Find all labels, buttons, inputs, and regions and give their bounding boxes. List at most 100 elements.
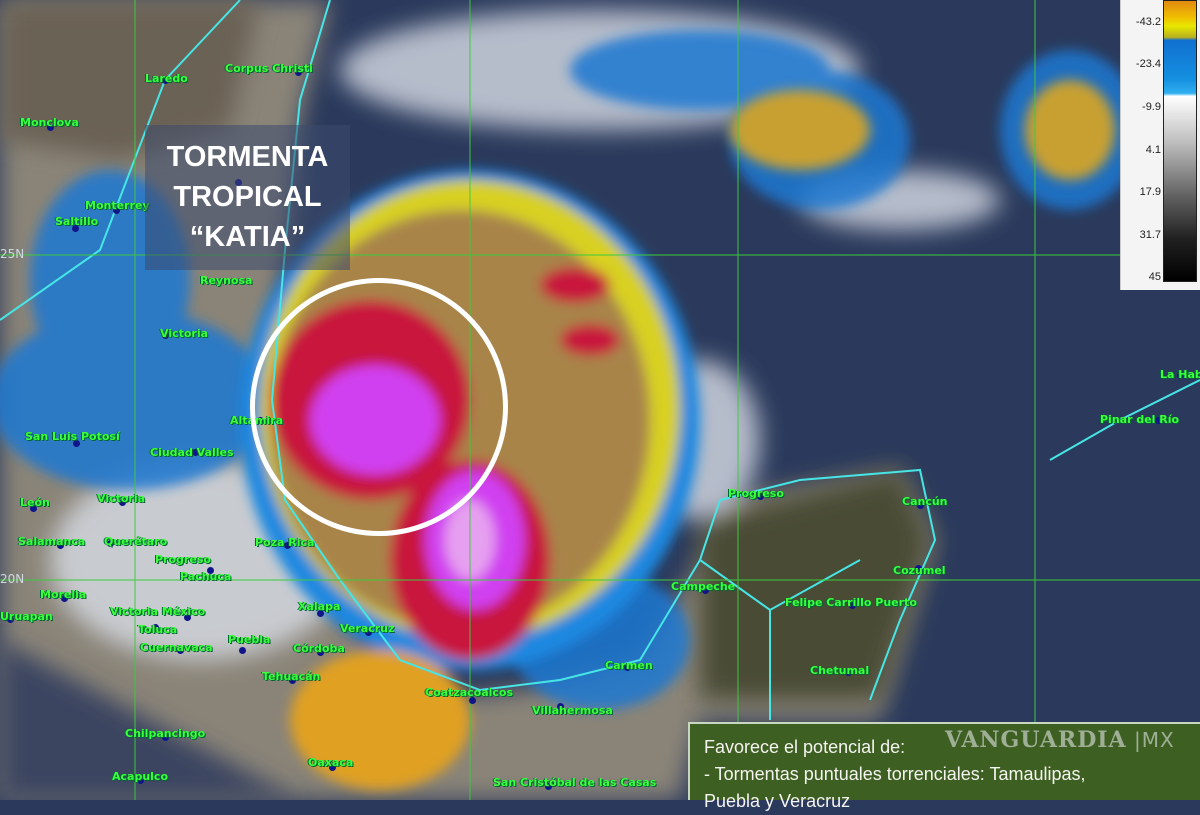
latitude-label: 25N <box>0 247 25 261</box>
city-label: Xalapa <box>298 600 341 613</box>
city-label: La Habana <box>1160 368 1200 381</box>
city-label: Acapulco <box>112 770 169 783</box>
city-marker-icon <box>702 587 709 594</box>
city-label: Salamanca <box>18 535 86 548</box>
city-marker-icon <box>289 677 296 684</box>
city-label: Victoria <box>97 492 146 505</box>
city-label: Uruapan <box>0 610 53 623</box>
city-marker-icon <box>917 502 924 509</box>
city-label: Victoria México <box>110 605 206 618</box>
city-label: Veracruz <box>340 622 395 635</box>
latitude-label: 20N <box>0 572 25 586</box>
scale-tick: -9.9 <box>1142 101 1161 113</box>
city-marker-icon <box>61 595 68 602</box>
storm-highlight-circle <box>250 278 508 536</box>
city-marker-icon <box>152 624 159 631</box>
city-marker-icon <box>284 542 291 549</box>
city-marker-icon <box>162 734 169 741</box>
city-marker-icon <box>624 664 631 671</box>
city-label: Poza Rica <box>255 536 315 549</box>
city-marker-icon <box>557 703 564 710</box>
city-label: Chetumal <box>810 664 870 677</box>
city-label: Cancún <box>902 495 948 508</box>
city-label: Progreso <box>155 553 211 566</box>
temperature-color-scale: -43.2 -23.4 -9.9 4.1 17.9 31.7 45 <box>1120 0 1200 290</box>
city-marker-icon <box>469 697 476 704</box>
info-line: Puebla y Veracruz <box>704 791 851 811</box>
city-marker-icon <box>757 493 764 500</box>
vanguardia-watermark: VANGUARDIA |MX <box>945 728 1175 752</box>
city-label: San Luis Potosí <box>25 430 120 443</box>
city-marker-icon <box>119 499 126 506</box>
city-marker-icon <box>317 610 324 617</box>
forecast-info-box: Favorece el potencial de: - Tormentas pu… <box>688 722 1200 811</box>
city-label: Reynosa <box>200 274 253 287</box>
city-marker-icon <box>207 567 214 574</box>
city-marker-icon <box>317 649 324 656</box>
city-label: Monclova <box>20 116 79 129</box>
city-marker-icon <box>177 647 184 654</box>
city-marker-icon <box>162 77 169 84</box>
city-label: Saltillo <box>55 215 99 228</box>
city-marker-icon <box>162 332 169 339</box>
city-marker-icon <box>184 614 191 621</box>
city-label: Puebla <box>228 633 271 646</box>
scale-tick: 17.9 <box>1139 186 1161 198</box>
watermark-brand: VANGUARDIA <box>945 727 1127 753</box>
scale-tick: 4.1 <box>1145 144 1161 156</box>
title-line: “KATIA” <box>189 221 306 253</box>
city-marker-icon <box>72 225 79 232</box>
scale-tick: 45 <box>1148 271 1161 283</box>
city-label: San Cristóbal de las Casas <box>493 776 657 789</box>
city-marker-icon <box>113 207 120 214</box>
city-label: Carmen <box>605 659 653 672</box>
city-marker-icon <box>177 557 184 564</box>
city-marker-icon <box>295 69 302 76</box>
city-label: Coatzacoalcos <box>425 686 514 699</box>
info-line: Favorece el potencial de: <box>704 737 906 757</box>
city-marker-icon <box>1155 417 1162 424</box>
city-label: Campeche <box>671 580 736 593</box>
city-marker-icon <box>239 647 246 654</box>
city-label: Corpus Christi <box>225 62 313 75</box>
city-marker-icon <box>1177 372 1184 379</box>
city-label: Felipe Carrillo Puerto <box>785 596 917 609</box>
city-label: Pachuca <box>180 570 232 583</box>
city-marker-icon <box>57 542 64 549</box>
city-label: Tehuacán <box>262 670 321 683</box>
watermark-suffix: MX <box>1141 728 1175 752</box>
city-marker-icon <box>7 616 14 623</box>
city-label: Oaxaca <box>308 756 354 769</box>
scale-tick: -23.4 <box>1135 58 1161 70</box>
city-marker-icon <box>137 777 144 784</box>
city-label: Cuernavaca <box>140 641 213 654</box>
title-line: TROPICAL <box>173 181 322 213</box>
city-label: Progreso <box>728 487 784 500</box>
city-marker-icon <box>73 440 80 447</box>
city-marker-icon <box>365 629 372 636</box>
city-marker-icon <box>192 449 199 456</box>
watermark-separator: | <box>1126 728 1142 752</box>
city-label: Querétaro <box>104 535 168 548</box>
city-marker-icon <box>849 602 856 609</box>
info-line: - Tormentas puntuales torrenciales: Tama… <box>704 764 1086 784</box>
title-line: TORMENTA <box>166 141 329 173</box>
city-label: Laredo <box>145 72 188 85</box>
city-marker-icon <box>47 124 54 131</box>
city-marker-icon <box>329 764 336 771</box>
city-label: Cozumel <box>893 564 946 577</box>
city-label: León <box>20 496 50 509</box>
city-label: Morelia <box>40 588 87 601</box>
city-label: Pinar del Río <box>1100 413 1180 426</box>
city-marker-icon <box>845 669 852 676</box>
scale-tick: -43.2 <box>1135 16 1161 28</box>
city-label: Victoria <box>160 327 209 340</box>
city-label: Toluca <box>138 623 178 636</box>
city-label: Villahermosa <box>532 704 613 717</box>
storm-title: TORMENTA TROPICAL “KATIA” <box>145 125 350 270</box>
city-marker-icon <box>107 540 114 547</box>
scale-tick: 31.7 <box>1139 229 1161 241</box>
city-label: Monterrey <box>85 199 150 212</box>
city-label: Ciudad Valles <box>150 446 234 459</box>
